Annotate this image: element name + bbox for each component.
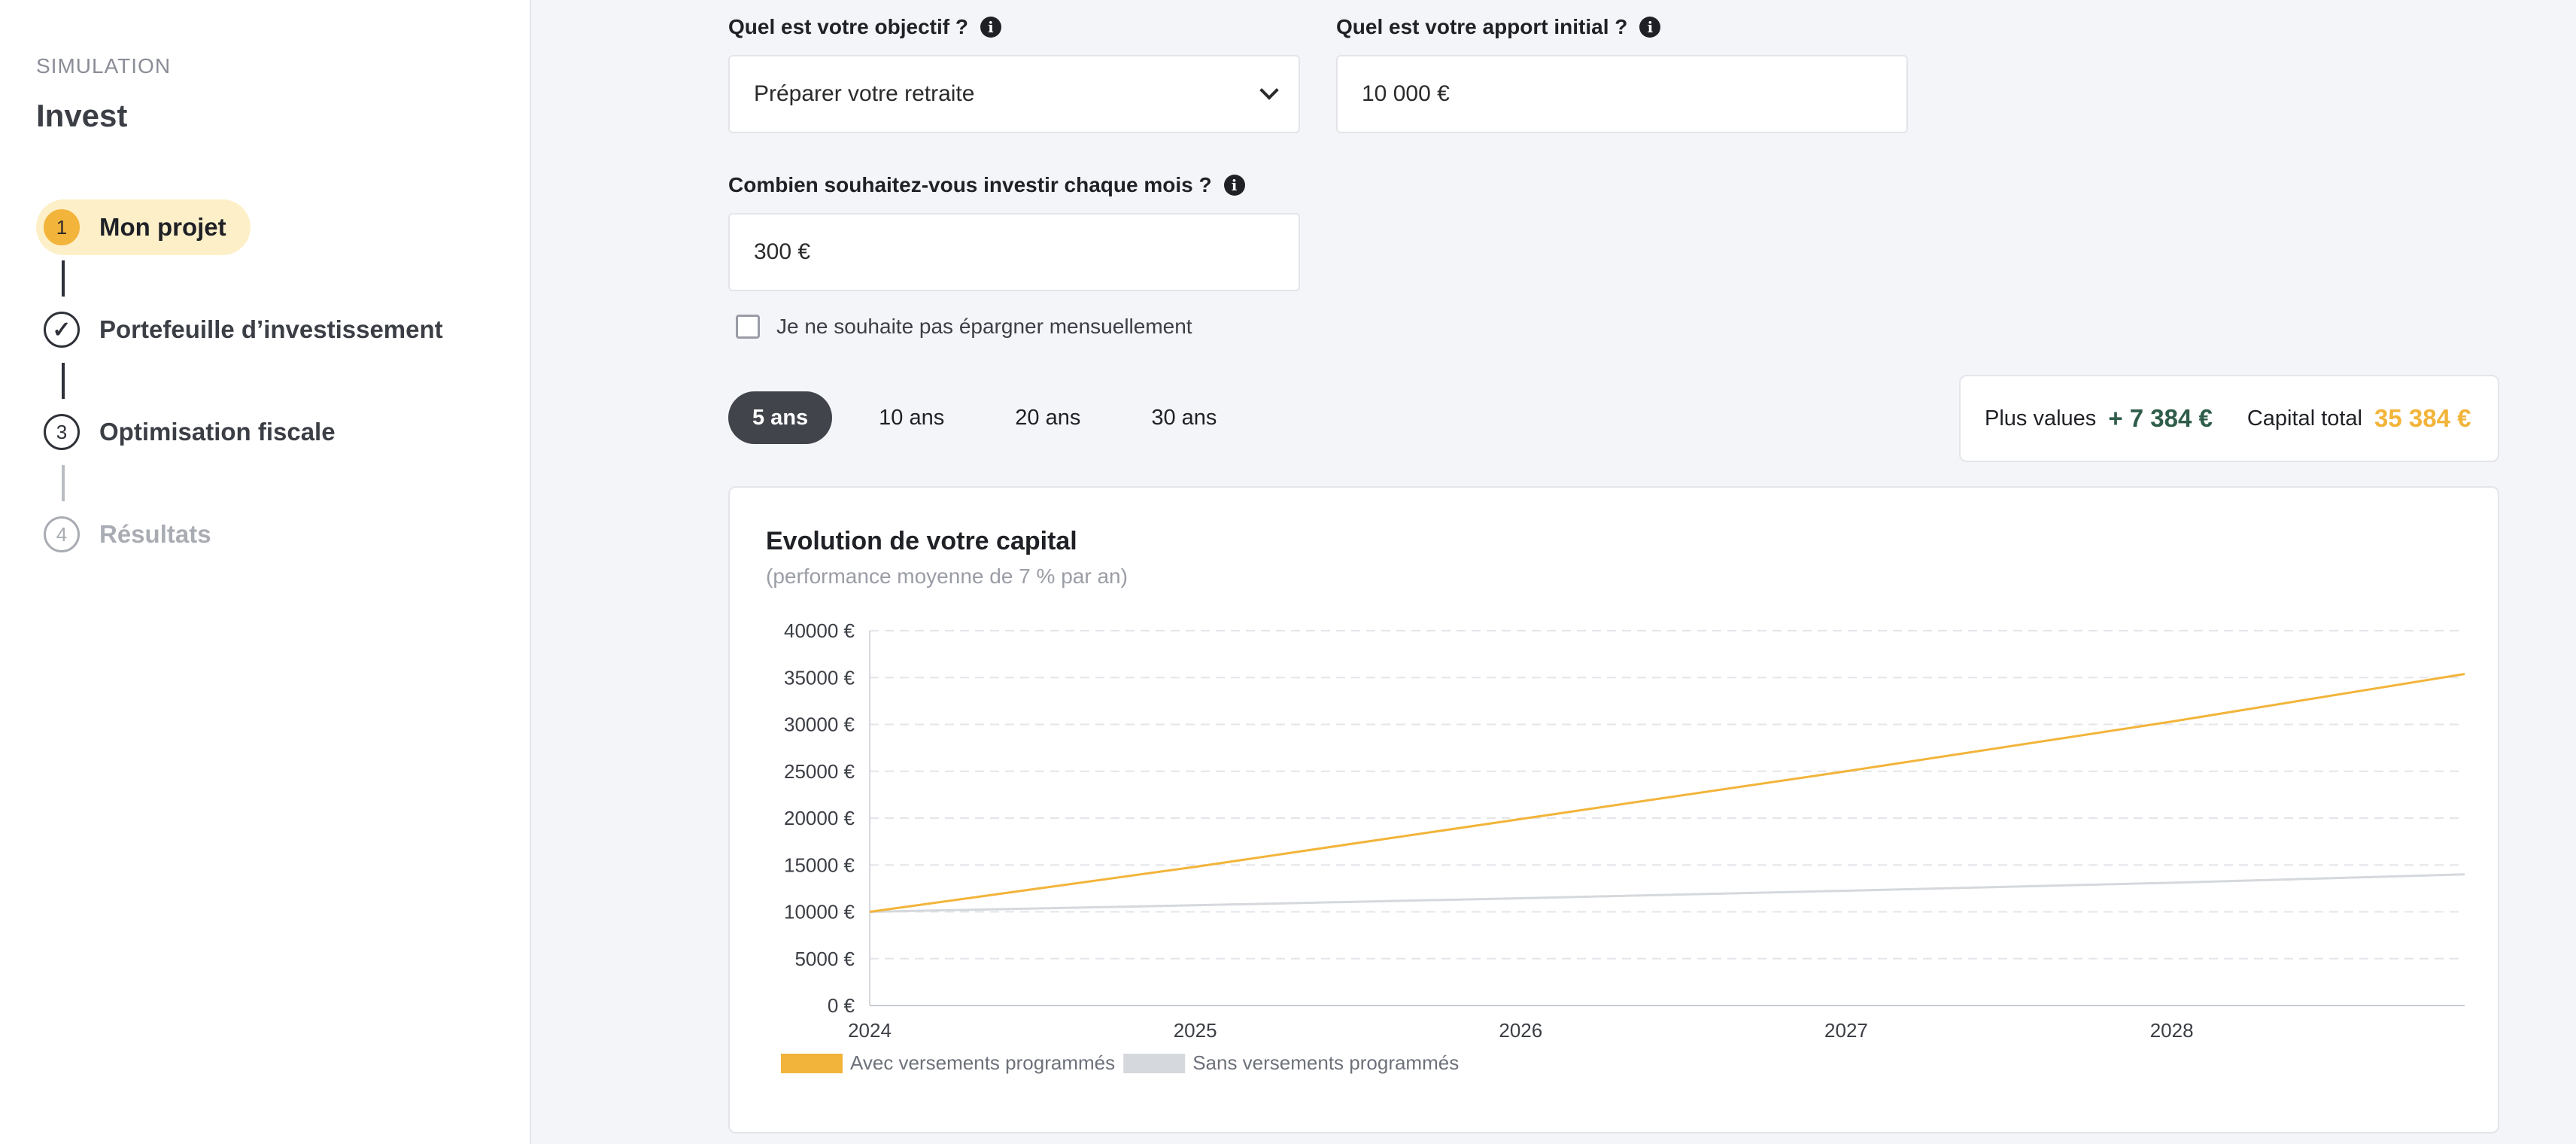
x-tick-label: 2027 xyxy=(1824,1019,1868,1042)
no-monthly-label: Je ne souhaite pas épargner mensuellemen… xyxy=(776,315,1192,338)
step-number: 3 xyxy=(44,414,80,450)
monthly-amount-value: 300 € xyxy=(754,239,811,264)
period-10-ans[interactable]: 10 ans xyxy=(879,405,945,430)
chevron-down-icon xyxy=(1259,81,1279,100)
step-mon-projet[interactable]: 1 Mon projet xyxy=(36,199,251,255)
x-tick-label: 2028 xyxy=(2150,1019,2194,1042)
series-line xyxy=(869,873,2465,913)
brand-title: Invest xyxy=(36,98,128,133)
step-number: 4 xyxy=(44,516,80,552)
step-number: 1 xyxy=(44,209,80,245)
step-label: Résultats xyxy=(99,520,211,548)
check-icon: ✓ xyxy=(44,312,80,348)
legend-swatch xyxy=(781,1054,843,1073)
gains-value: + 7 384 € xyxy=(2108,404,2213,432)
capital-chart: 0 € 5000 € 10000 € 15000 € 20000 € 25000 € 300… xyxy=(781,619,2465,1074)
y-tick-label: 20000 € xyxy=(784,807,855,829)
step-label: Optimisation fiscale xyxy=(99,418,336,446)
legend-label: Sans versements programmés xyxy=(1192,1051,1459,1074)
initial-amount-value: 10 000 € xyxy=(1362,81,1450,106)
initial-label: Quel est votre apport initial ? i xyxy=(1336,15,1661,39)
step-label: Portefeuille d’investissement xyxy=(99,315,443,343)
initial-amount-input[interactable]: 10 000 € xyxy=(1336,55,1908,133)
step-label: Mon projet xyxy=(99,213,226,241)
total-label: Capital total xyxy=(2246,406,2363,431)
x-tick-label: 2026 xyxy=(1499,1019,1542,1042)
info-icon[interactable]: i xyxy=(1223,175,1245,196)
y-tick-label: 5000 € xyxy=(794,948,855,970)
chart-subtitle: (performance moyenne de 7 % par an) xyxy=(766,564,1128,588)
series-line xyxy=(869,672,2465,913)
step-portefeuille[interactable]: ✓ Portefeuille d’investissement xyxy=(36,302,443,358)
step-resultats: 4 Résultats xyxy=(36,507,211,562)
info-icon[interactable]: i xyxy=(980,17,1001,38)
y-tick-label: 10000 € xyxy=(784,901,855,923)
chart-title: Evolution de votre capital xyxy=(766,527,1077,555)
no-monthly-checkbox[interactable] xyxy=(736,315,760,339)
y-tick-label: 40000 € xyxy=(784,619,855,642)
initial-label-text: Quel est votre apport initial ? xyxy=(1336,15,1628,38)
step-connector xyxy=(62,465,65,501)
period-selector: 5 ans 10 ans 20 ans 30 ans xyxy=(728,391,1263,444)
objective-label-text: Quel est votre objectif ? xyxy=(728,15,968,38)
legend-swatch xyxy=(1123,1054,1186,1073)
step-connector xyxy=(62,363,65,399)
summary-box: Plus values + 7 384 € Capital total 35 3… xyxy=(1959,375,2499,462)
info-icon[interactable]: i xyxy=(1639,17,1661,38)
y-tick-label: 25000 € xyxy=(784,760,855,783)
gains-label: Plus values xyxy=(1985,406,2097,431)
x-tick-label: 2024 xyxy=(848,1019,892,1042)
sidebar: SIMULATION Invest 1 Mon projet ✓ Portefe… xyxy=(0,0,531,1144)
sidebar-section-label: SIMULATION xyxy=(36,54,172,78)
no-monthly-option[interactable]: Je ne souhaite pas épargner mensuellemen… xyxy=(736,315,1192,339)
period-30-ans[interactable]: 30 ans xyxy=(1151,405,1217,430)
y-tick-label: 15000 € xyxy=(784,853,855,876)
y-tick-label: 0 € xyxy=(828,994,855,1017)
period-20-ans[interactable]: 20 ans xyxy=(1015,405,1081,430)
x-tick-label: 2025 xyxy=(1174,1019,1217,1042)
objective-select-value: Préparer votre retraite xyxy=(754,81,975,106)
legend-label: Avec versements programmés xyxy=(850,1051,1115,1074)
step-connector xyxy=(62,260,65,297)
period-5-ans[interactable]: 5 ans xyxy=(728,391,833,444)
total-value: 35 384 € xyxy=(2374,404,2471,432)
objective-select[interactable]: Préparer votre retraite xyxy=(728,55,1300,133)
y-tick-label: 30000 € xyxy=(784,713,855,736)
step-optimisation[interactable]: 3 Optimisation fiscale xyxy=(36,404,336,460)
monthly-label: Combien souhaitez-vous investir chaque m… xyxy=(728,173,1245,197)
y-tick-label: 35000 € xyxy=(784,666,855,689)
monthly-label-text: Combien souhaitez-vous investir chaque m… xyxy=(728,173,1212,196)
objective-label: Quel est votre objectif ? i xyxy=(728,15,1001,39)
chart-card: Evolution de votre capital (performance … xyxy=(728,486,2499,1133)
monthly-amount-input[interactable]: 300 € xyxy=(728,213,1300,291)
